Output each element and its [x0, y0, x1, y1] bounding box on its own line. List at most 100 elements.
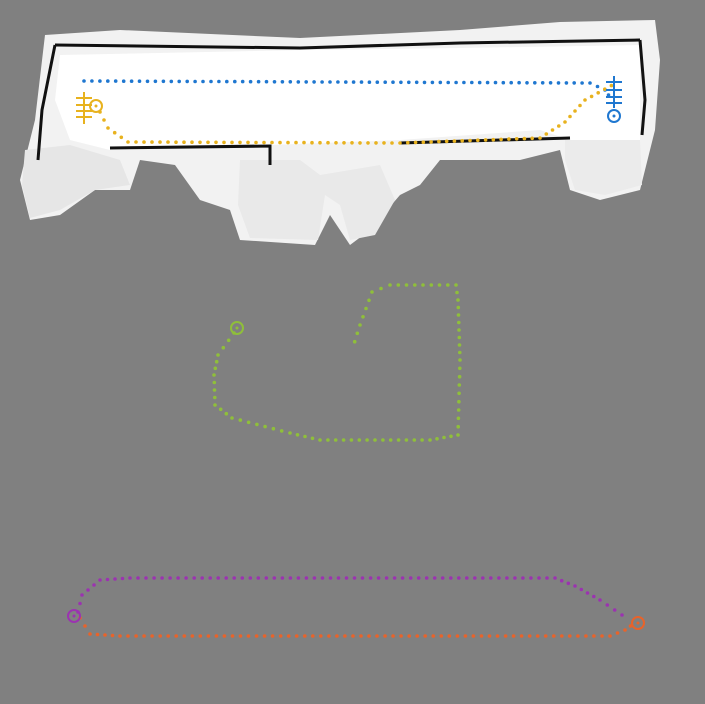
yellow-path-dot: [522, 136, 527, 141]
blue-path-dot: [493, 80, 498, 85]
purple-path-dot: [424, 576, 429, 580]
yellow-path-dot: [302, 140, 306, 145]
purple-path-dot: [449, 576, 453, 580]
markers: [67, 76, 645, 630]
orange-path-dot: [552, 634, 556, 638]
green-path-dot: [446, 283, 450, 287]
yellow-path-dot: [382, 141, 386, 145]
blue-path-dot: [430, 80, 435, 85]
blue-path-dot: [137, 79, 142, 83]
purple-path-dot: [573, 584, 577, 588]
purple-path-dot: [440, 576, 445, 580]
purple-path-dot: [352, 576, 357, 580]
trajectory-blue: [82, 79, 611, 97]
orange-path-dot: [576, 634, 580, 638]
purple-path-dot: [473, 576, 477, 580]
blue-path-dot: [548, 81, 553, 85]
purple-path-dot: [128, 576, 132, 580]
orange-path-dot: [327, 634, 331, 638]
yellow-path-dot: [578, 103, 582, 108]
orange-path-dot: [214, 634, 219, 638]
purple-path-dot: [144, 576, 148, 580]
orange-path-dot: [222, 634, 227, 638]
orange-path-dot: [383, 634, 387, 638]
yellow-path-dot: [437, 139, 441, 144]
orange-path-dot: [174, 634, 178, 638]
green-path-dot: [326, 438, 330, 442]
orange-path-dot: [166, 634, 170, 638]
purple-path-dot: [529, 576, 533, 580]
orange-path-dot: [407, 634, 412, 638]
yellow-path-dot: [514, 137, 519, 141]
yellow-path-dot: [158, 140, 162, 144]
green-path-dot: [456, 424, 461, 429]
blue-path-dot: [98, 79, 102, 83]
orange-path-dot: [535, 634, 540, 638]
green-path-dot: [412, 438, 417, 442]
yellow-path-dot: [476, 138, 480, 142]
green-path-dot: [429, 283, 434, 287]
green-path-dot: [271, 426, 276, 431]
green-path-dot: [379, 286, 383, 291]
yellow-path-dot: [174, 140, 178, 144]
yellow-circle-target-icon: [89, 99, 103, 113]
yellow-path-dot: [358, 141, 362, 145]
orange-path-dot: [270, 634, 275, 638]
blue-path-dot: [588, 81, 592, 85]
yellow-path-dot: [102, 118, 106, 122]
yellow-path-dot: [190, 140, 194, 144]
yellow-path-dot: [568, 114, 572, 119]
purple-path-dot: [432, 576, 437, 580]
purple-path-dot: [312, 576, 317, 580]
blue-path-dot: [422, 80, 427, 85]
purple-path-dot: [592, 594, 596, 599]
purple-path-dot: [184, 576, 188, 580]
green-path-dot: [214, 359, 219, 364]
purple-path-dot: [98, 578, 102, 582]
blue-cross-marker-icon: [606, 76, 622, 108]
green-path-dot: [365, 438, 369, 442]
green-path-dot: [388, 283, 392, 287]
yellow-path-dot: [310, 140, 314, 145]
yellow-path-dot: [214, 140, 218, 145]
yellow-path-dot: [294, 140, 298, 145]
orange-path-dot: [198, 634, 203, 638]
purple-path-dot: [497, 576, 501, 580]
purple-path-dot: [192, 576, 196, 580]
orange-path-dot: [230, 634, 235, 638]
yellow-path-dot: [318, 140, 322, 145]
green-path-dot: [413, 283, 417, 287]
purple-path-dot: [232, 576, 236, 580]
yellow-path-dot: [150, 140, 154, 144]
purple-path-dot: [392, 576, 397, 580]
yellow-path-dot: [286, 140, 290, 145]
green-path-dot: [454, 283, 458, 287]
blue-path-dot: [477, 80, 482, 85]
green-path-dot: [449, 434, 453, 439]
trajectory-orange: [78, 616, 633, 638]
green-path-dot: [404, 438, 409, 442]
yellow-path-dot: [483, 138, 488, 142]
purple-path-dot: [513, 576, 517, 580]
orange-path-dot: [343, 634, 347, 638]
yellow-path-dot: [334, 141, 338, 145]
yellow-path-dot: [429, 140, 433, 144]
green-path-dot: [370, 290, 374, 294]
green-path-dot: [341, 438, 346, 442]
purple-path-dot: [152, 576, 156, 580]
green-path-dot: [279, 429, 284, 433]
purple-path-dot: [384, 576, 389, 580]
blue-path-dot: [470, 80, 474, 85]
orange-path-dot: [455, 634, 460, 638]
orange-path-dot: [190, 634, 195, 638]
orange-path-dot: [103, 633, 107, 637]
orange-path-dot: [399, 634, 403, 638]
orange-path-dot: [543, 634, 548, 638]
blue-path-dot: [462, 80, 466, 85]
yellow-path-dot: [460, 139, 465, 143]
purple-path-dot: [320, 576, 325, 580]
yellow-path-dot: [557, 124, 561, 128]
green-path-dot: [318, 438, 322, 442]
green-path-dot: [456, 433, 460, 437]
